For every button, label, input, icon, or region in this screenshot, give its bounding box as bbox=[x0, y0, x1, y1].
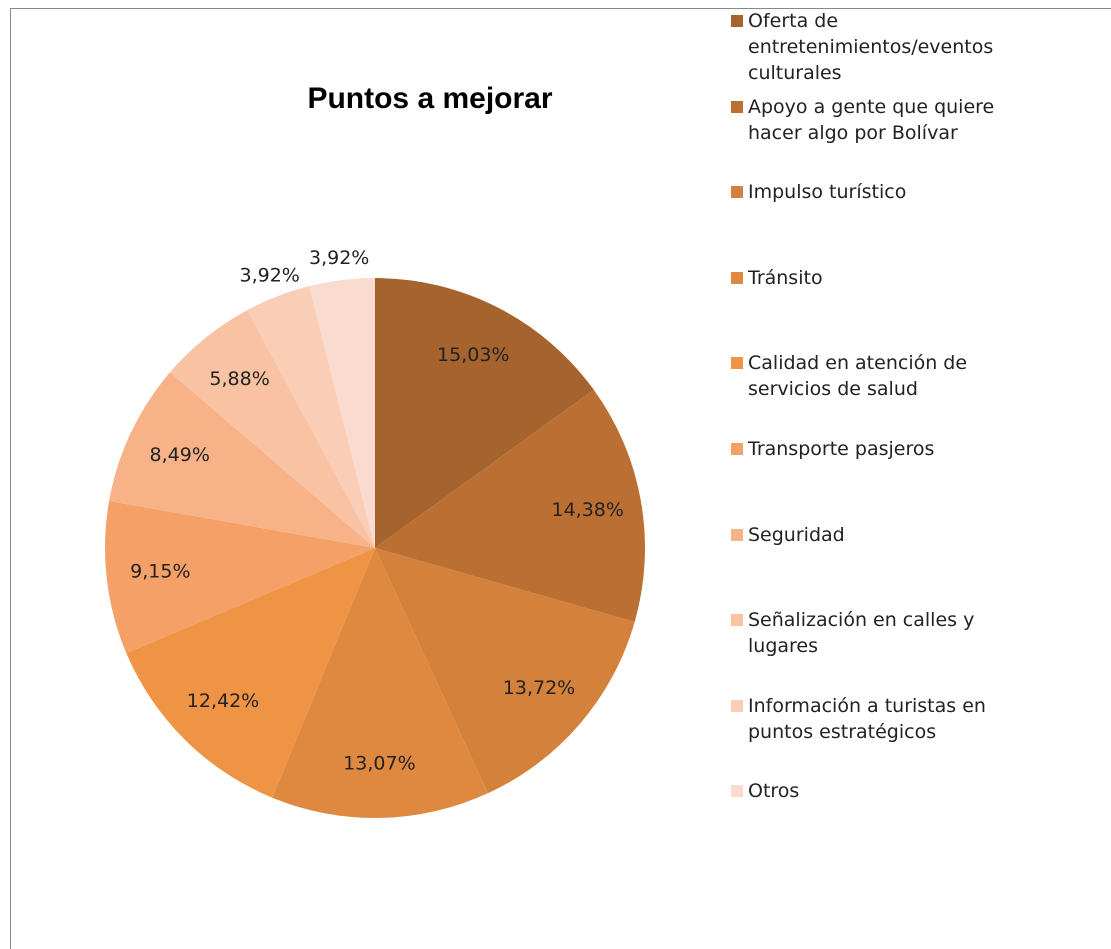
data-label: 12,42% bbox=[187, 690, 259, 712]
legend-swatch bbox=[731, 271, 743, 284]
legend-swatch bbox=[731, 186, 743, 199]
pie-slice bbox=[375, 548, 635, 794]
pie-slice bbox=[272, 548, 488, 818]
data-label: 5,88% bbox=[209, 368, 269, 390]
data-label: 9,15% bbox=[130, 561, 190, 583]
legend-item: Información a turistas en puntos estraté… bbox=[731, 693, 1021, 745]
legend-item: Señalización en calles y lugares bbox=[731, 607, 1021, 659]
data-label: 15,03% bbox=[437, 344, 509, 366]
chart-frame bbox=[10, 8, 1111, 949]
legend-item: Calidad en atención de servicios de salu… bbox=[731, 350, 1021, 402]
legend-label: Información a turistas en puntos estraté… bbox=[748, 694, 986, 743]
data-label: 14,38% bbox=[551, 499, 623, 521]
legend-label: Oferta de entretenimientos/eventos cultu… bbox=[748, 10, 994, 84]
pie-slice bbox=[126, 548, 376, 798]
legend-swatch bbox=[731, 614, 743, 627]
legend-label: Otros bbox=[748, 780, 800, 803]
legend-swatch bbox=[731, 443, 743, 455]
pie-slice bbox=[375, 278, 594, 548]
legend-swatch bbox=[731, 15, 743, 27]
data-label: 8,49% bbox=[150, 444, 210, 466]
legend-item: Seguridad bbox=[731, 522, 1021, 548]
pie-slice bbox=[169, 310, 375, 548]
legend-item: Transporte pasjeros bbox=[731, 436, 1021, 462]
legend-label: Transporte pasjeros bbox=[748, 438, 935, 460]
pie-slice bbox=[104, 500, 376, 654]
legend-item: Tránsito bbox=[731, 265, 1021, 291]
legend-label: Apoyo a gente que quiere hacer algo por … bbox=[748, 95, 995, 144]
pie-slice bbox=[109, 372, 376, 548]
pie-slice bbox=[247, 286, 375, 548]
legend-label: Seguridad bbox=[748, 523, 845, 546]
legend-swatch bbox=[731, 100, 743, 113]
legend-item: Otros bbox=[731, 778, 1021, 804]
data-label: 3,92% bbox=[240, 265, 300, 287]
data-label: 13,72% bbox=[503, 677, 575, 699]
legend-swatch bbox=[731, 528, 743, 541]
chart-title: Puntos a mejorar bbox=[307, 82, 552, 115]
pie-slice bbox=[375, 389, 645, 622]
legend-item: Impulso turístico bbox=[731, 179, 1021, 205]
legend-swatch bbox=[731, 357, 743, 370]
legend-label: Señalización en calles y lugares bbox=[748, 609, 975, 658]
legend-label: Calidad en atención de servicios de salu… bbox=[748, 352, 968, 401]
data-label: 3,92% bbox=[309, 247, 369, 269]
legend-swatch bbox=[731, 699, 743, 712]
data-label: 13,07% bbox=[343, 752, 415, 774]
legend-label: Impulso turístico bbox=[748, 181, 907, 204]
legend-label: Tránsito bbox=[748, 266, 823, 289]
legend-item: Oferta de entretenimientos/eventos cultu… bbox=[731, 8, 1021, 86]
legend-item: Apoyo a gente que quiere hacer algo por … bbox=[731, 94, 1021, 146]
pie-slice bbox=[309, 278, 375, 548]
legend-swatch bbox=[731, 785, 743, 798]
